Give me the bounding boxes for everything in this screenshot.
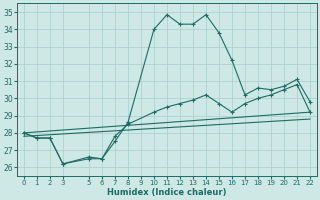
X-axis label: Humidex (Indice chaleur): Humidex (Indice chaleur) [107,188,227,197]
